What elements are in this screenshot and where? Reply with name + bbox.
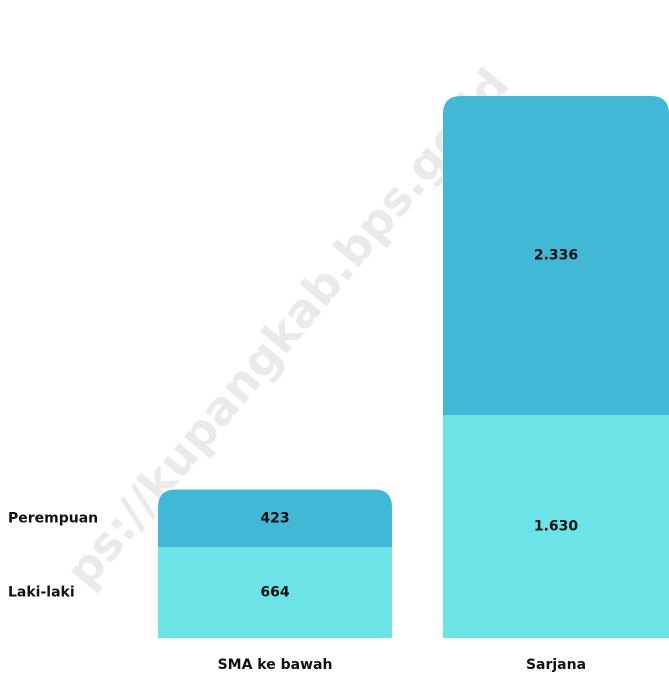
x-tick-label: SMA ke bawah (218, 657, 333, 673)
bar-segment (443, 96, 669, 416)
value-label: 2.336 (534, 248, 578, 264)
bar-segment (443, 415, 669, 638)
legend-label: Laki-laki (8, 585, 75, 601)
value-label: 1.630 (534, 519, 579, 535)
bar-segment (158, 547, 392, 638)
value-label: 423 (260, 510, 289, 526)
x-tick-label: Sarjana (526, 657, 586, 673)
bar-segment (158, 489, 392, 548)
legend-label: Perempuan (8, 510, 98, 526)
value-label: 664 (260, 585, 289, 601)
